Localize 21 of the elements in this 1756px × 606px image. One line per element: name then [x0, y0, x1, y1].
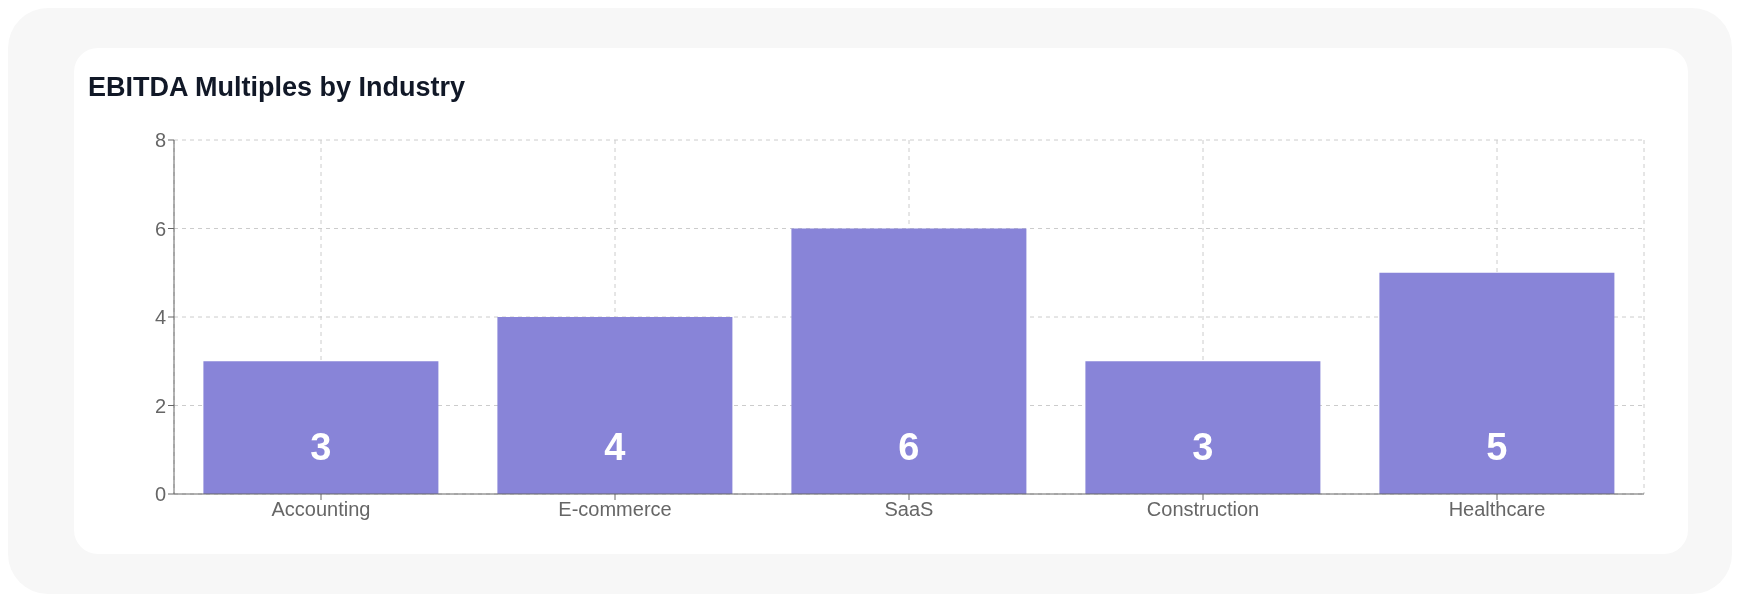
- bar: [1085, 361, 1321, 494]
- x-tick-label: Healthcare: [1448, 498, 1546, 521]
- y-tick-label: 0: [154, 483, 166, 506]
- y-tick-label: 4: [154, 306, 166, 329]
- bar: [1379, 272, 1615, 494]
- bar: [791, 228, 1027, 494]
- x-tick-label: SaaS: [884, 498, 934, 521]
- y-tick-label: 2: [154, 394, 166, 417]
- y-tick-label: 6: [154, 217, 166, 240]
- data-label: 4: [604, 426, 626, 468]
- data-label: 3: [1192, 426, 1214, 468]
- bar: [497, 317, 733, 494]
- data-label: 3: [310, 426, 332, 468]
- x-tick-label: Construction: [1146, 498, 1260, 521]
- chart-title: EBITDA Multiples by Industry: [88, 72, 466, 103]
- bar: [203, 361, 439, 494]
- x-tick-label: E-commerce: [558, 498, 672, 521]
- y-tick-label: 8: [154, 129, 166, 152]
- x-tick-label: Accounting: [271, 498, 371, 521]
- data-label: 6: [898, 426, 920, 468]
- data-label: 5: [1486, 426, 1508, 468]
